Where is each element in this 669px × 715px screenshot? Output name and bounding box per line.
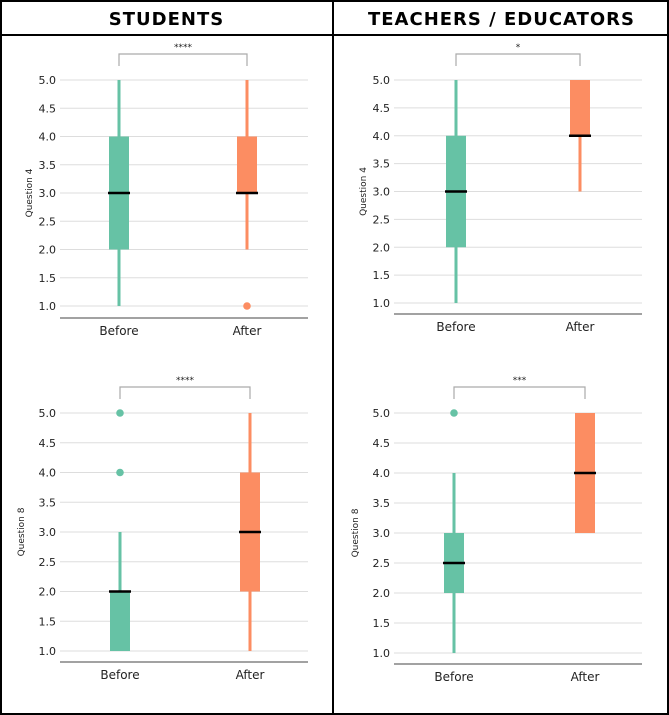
students-question-8-chart: 1.0 1.5 2.0 2.5 3.0 3.5 4.0 4.5 5.0 Question 8 ***… bbox=[17, 376, 308, 682]
y-tick-label: 1.0 bbox=[373, 297, 391, 310]
y-axis-label: Question 8 bbox=[351, 508, 361, 557]
before-outlier bbox=[450, 409, 458, 417]
y-tick-label: 3.5 bbox=[39, 159, 57, 172]
y-tick-label: 3.0 bbox=[373, 186, 391, 199]
y-tick-label: 1.5 bbox=[39, 272, 57, 285]
y-tick-label: 2.5 bbox=[373, 213, 391, 226]
significance-label: **** bbox=[174, 43, 193, 53]
y-tick-label: 4.5 bbox=[373, 102, 391, 115]
y-tick-label: 2.5 bbox=[373, 557, 391, 570]
y-tick-label: 5.0 bbox=[373, 74, 391, 87]
y-tick-label: 1.0 bbox=[373, 647, 391, 660]
x-tick-after: After bbox=[566, 320, 595, 334]
y-tick-label: 3.5 bbox=[39, 496, 57, 509]
y-tick-label: 4.0 bbox=[373, 130, 391, 143]
y-tick-label: 4.5 bbox=[39, 437, 57, 450]
after-outlier bbox=[243, 302, 251, 310]
y-axis-label: Question 4 bbox=[25, 168, 35, 217]
y-tick-label: 4.5 bbox=[39, 102, 57, 115]
column-divider bbox=[332, 0, 334, 715]
x-tick-before: Before bbox=[434, 670, 473, 684]
y-tick-label: 3.5 bbox=[373, 497, 391, 510]
before-outlier bbox=[116, 409, 124, 417]
y-tick-label: 5.0 bbox=[39, 74, 57, 87]
y-tick-label: 2.0 bbox=[39, 244, 57, 257]
y-tick-label: 3.0 bbox=[39, 526, 57, 539]
x-tick-before: Before bbox=[99, 324, 138, 338]
x-tick-after: After bbox=[236, 668, 265, 682]
before-box bbox=[110, 591, 130, 651]
y-tick-label: 1.5 bbox=[39, 615, 57, 628]
y-tick-label: 2.0 bbox=[373, 241, 391, 254]
border-bottom bbox=[0, 713, 669, 715]
x-tick-after: After bbox=[571, 670, 600, 684]
y-tick-label: 3.0 bbox=[39, 187, 57, 200]
border-right bbox=[667, 0, 669, 715]
y-tick-label: 1.0 bbox=[39, 645, 57, 658]
border-left bbox=[0, 0, 2, 715]
significance-bracket bbox=[453, 386, 586, 399]
after-box bbox=[570, 80, 590, 136]
before-outlier bbox=[116, 468, 124, 477]
students-question-4-chart: 1.0 1.5 2.0 2.5 3.0 3.5 4.0 4.5 5.0 Question 4 ***… bbox=[25, 43, 308, 338]
border-top bbox=[0, 0, 669, 2]
y-axis-label: Question 8 bbox=[17, 507, 27, 556]
x-tick-before: Before bbox=[436, 320, 475, 334]
header-divider bbox=[0, 34, 669, 36]
significance-bracket bbox=[455, 53, 581, 66]
teachers-column-title: TEACHERS / EDUCATORS bbox=[367, 9, 635, 30]
y-tick-label: 5.0 bbox=[373, 407, 391, 420]
y-tick-label: 3.0 bbox=[373, 527, 391, 540]
y-tick-label: 4.0 bbox=[373, 467, 391, 480]
significance-bracket bbox=[118, 53, 248, 66]
students-column-title: STUDENTS bbox=[108, 9, 225, 30]
y-tick-label: 2.5 bbox=[39, 215, 57, 228]
y-tick-label: 2.0 bbox=[39, 586, 57, 599]
y-tick-label: 4.0 bbox=[39, 131, 57, 144]
y-tick-label: 4.5 bbox=[373, 437, 391, 450]
significance-label: *** bbox=[513, 376, 527, 386]
significance-label: **** bbox=[176, 376, 195, 386]
y-tick-label: 1.5 bbox=[373, 617, 391, 630]
teachers-question-8-chart: 1.0 1.5 2.0 2.5 3.0 3.5 4.0 4.5 5.0 Question 8 ***… bbox=[351, 376, 642, 684]
y-tick-label: 4.0 bbox=[39, 467, 57, 480]
y-tick-label: 1.0 bbox=[39, 300, 57, 313]
after-box bbox=[237, 136, 257, 193]
y-axis-label: Question 4 bbox=[359, 167, 369, 216]
significance-label: * bbox=[516, 43, 521, 53]
y-tick-label: 3.5 bbox=[373, 158, 391, 171]
y-tick-label: 2.0 bbox=[373, 587, 391, 600]
teachers-question-4-chart: 1.0 1.5 2.0 2.5 3.0 3.5 4.0 4.5 5.0 Question 4 * Be… bbox=[359, 43, 642, 334]
y-tick-label: 1.5 bbox=[373, 269, 391, 282]
y-tick-label: 5.0 bbox=[39, 407, 57, 420]
y-tick-label: 2.5 bbox=[39, 556, 57, 569]
x-tick-after: After bbox=[233, 324, 262, 338]
x-tick-before: Before bbox=[100, 668, 139, 682]
significance-bracket bbox=[119, 386, 251, 399]
